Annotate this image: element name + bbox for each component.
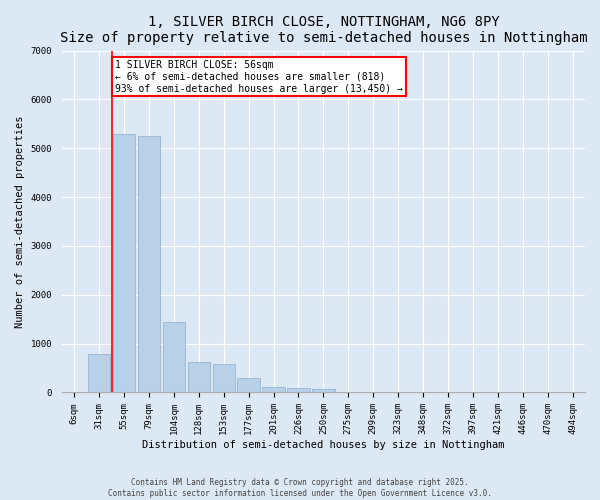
Bar xyxy=(88,354,110,393)
Bar xyxy=(238,378,260,392)
Text: 1 SILVER BIRCH CLOSE: 56sqm
← 6% of semi-detached houses are smaller (818)
93% o: 1 SILVER BIRCH CLOSE: 56sqm ← 6% of semi… xyxy=(115,60,403,94)
Bar xyxy=(113,134,135,392)
Bar xyxy=(287,388,310,392)
Text: Contains HM Land Registry data © Crown copyright and database right 2025.
Contai: Contains HM Land Registry data © Crown c… xyxy=(108,478,492,498)
X-axis label: Distribution of semi-detached houses by size in Nottingham: Distribution of semi-detached houses by … xyxy=(142,440,505,450)
Bar xyxy=(212,364,235,392)
Bar xyxy=(163,322,185,392)
Bar xyxy=(138,136,160,392)
Y-axis label: Number of semi-detached properties: Number of semi-detached properties xyxy=(15,116,25,328)
Bar xyxy=(262,386,285,392)
Title: 1, SILVER BIRCH CLOSE, NOTTINGHAM, NG6 8PY
Size of property relative to semi-det: 1, SILVER BIRCH CLOSE, NOTTINGHAM, NG6 8… xyxy=(59,15,587,45)
Bar xyxy=(312,389,335,392)
Bar xyxy=(188,362,210,392)
